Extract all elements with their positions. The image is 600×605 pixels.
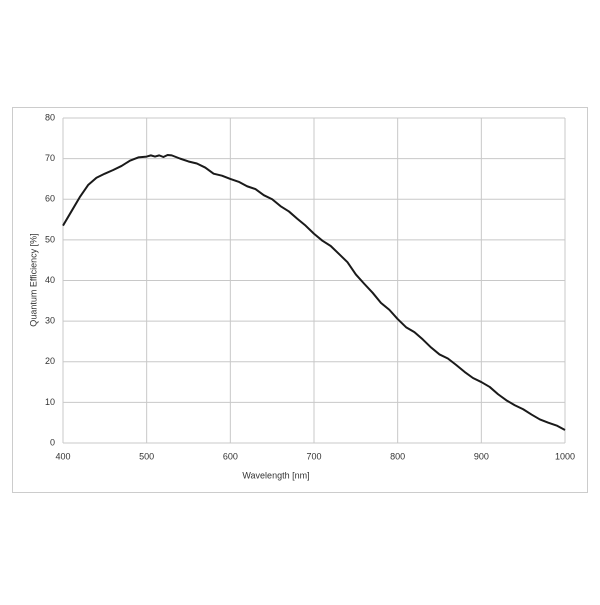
x-tick-label: 1000 — [555, 451, 575, 461]
y-tick-label: 60 — [45, 194, 55, 204]
x-tick-label: 600 — [223, 451, 238, 461]
x-tick-label: 700 — [306, 451, 321, 461]
data-line — [62, 153, 566, 431]
y-tick-label: 20 — [45, 356, 55, 366]
y-tick-label: 80 — [45, 112, 55, 122]
x-tick-label: 900 — [474, 451, 489, 461]
x-tick-label: 800 — [390, 451, 405, 461]
y-tick-label: 30 — [45, 316, 55, 326]
x-tick-label: 400 — [55, 451, 70, 461]
x-tick-label: 500 — [139, 451, 154, 461]
y-tick-label: 50 — [45, 234, 55, 244]
y-tick-label: 10 — [45, 397, 55, 407]
y-tick-label: 0 — [50, 437, 55, 447]
y-tick-label: 70 — [45, 153, 55, 163]
y-tick-label: 40 — [45, 275, 55, 285]
chart-frame — [12, 107, 588, 493]
y-axis-label: Quantum Efficiency [%] — [28, 233, 38, 326]
x-axis-label: Wavelength [nm] — [242, 470, 309, 480]
